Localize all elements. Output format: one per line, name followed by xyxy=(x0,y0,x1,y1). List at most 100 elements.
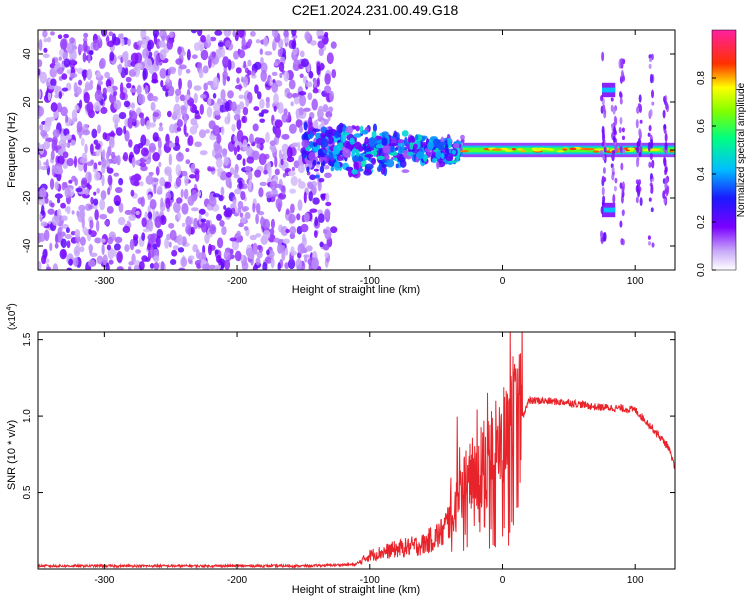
spectrogram-cell xyxy=(242,139,248,152)
spectrogram-cell xyxy=(168,241,172,248)
spectrogram-cell xyxy=(316,161,321,165)
spectrogram-cell xyxy=(618,126,622,134)
spectrogram-cell xyxy=(241,205,250,212)
spectrogram-cell xyxy=(152,151,160,162)
spectrogram-cell xyxy=(239,101,245,110)
spectrogram-cell xyxy=(299,50,305,58)
spectrogram-cell xyxy=(402,150,410,159)
spectrogram-cell xyxy=(73,156,78,168)
spectrogram-cell xyxy=(107,187,111,196)
spectrogram-cell xyxy=(175,58,183,65)
spectrogram-cell xyxy=(113,243,121,251)
spectrogram-cell xyxy=(64,234,72,240)
spectrogram-cell xyxy=(255,39,261,44)
spectrogram-cell xyxy=(51,215,60,226)
spectrogram-cell xyxy=(297,199,303,211)
spectrogram-cell xyxy=(324,172,332,179)
y-tick-label: 0.5 xyxy=(22,485,33,499)
spectrogram-cell xyxy=(180,50,187,56)
spectrogram-cell xyxy=(198,208,206,215)
spectrogram-cell xyxy=(95,142,101,150)
spectrogram-cell xyxy=(298,107,304,116)
spectrogram-cell xyxy=(118,202,124,213)
spectrogram-cell xyxy=(169,123,176,134)
spectrogram-cell xyxy=(340,132,350,136)
spectrogram-cell xyxy=(251,150,260,161)
spectrogram-cell xyxy=(158,40,166,48)
spectrogram-cell xyxy=(244,212,251,220)
spectrogram-cell xyxy=(88,184,92,190)
spectrogram-cell xyxy=(445,155,454,162)
spectrogram-cell xyxy=(38,68,41,76)
spectrogram-cell xyxy=(50,78,57,87)
spectrogram-cell xyxy=(225,171,232,178)
spectrogram-cell xyxy=(303,212,310,223)
spectrogram-cell xyxy=(83,32,89,38)
spectrogram-cell xyxy=(650,138,654,149)
spectrogram-cell xyxy=(160,79,164,88)
spectrogram-cell xyxy=(200,49,209,61)
spectrogram-cell xyxy=(648,197,652,202)
spectrogram-cell xyxy=(305,81,313,88)
spectrogram-cell xyxy=(221,148,228,158)
spectrogram-cell xyxy=(520,150,526,153)
x-tick-label: -100 xyxy=(360,575,380,586)
spectrogram-cell xyxy=(594,148,606,151)
spectrogram-cell xyxy=(213,110,221,116)
spectrogram-cell xyxy=(620,237,624,246)
spectrogram-cell xyxy=(612,135,616,143)
spectrogram-cell xyxy=(82,40,88,53)
spectrogram-cell xyxy=(43,141,51,150)
spectrogram-cell xyxy=(82,70,87,81)
spectrogram-cell xyxy=(107,247,115,260)
spectrogram-cell xyxy=(216,133,222,144)
spectrogram-cell xyxy=(635,184,639,193)
colorbar-label: Normalized spectral amplitude xyxy=(736,82,747,217)
spectrogram-cell xyxy=(116,250,123,263)
spectrogram-cell xyxy=(407,136,416,144)
spectrogram-cell xyxy=(274,168,280,176)
spectrogram-cell xyxy=(649,73,653,84)
spectrogram-cell xyxy=(663,129,667,135)
spectrogram-cell xyxy=(257,91,262,100)
spectrogram-cell xyxy=(198,68,204,79)
spectrogram-cell xyxy=(57,34,63,40)
spectrogram-cell xyxy=(184,132,189,137)
spectrogram-cell xyxy=(174,214,179,221)
spectrogram-cell xyxy=(314,216,319,227)
spectrogram-cell xyxy=(328,106,334,113)
spectrogram-cell xyxy=(97,161,102,166)
spectrogram-cell xyxy=(602,232,606,242)
spectrogram-cell xyxy=(113,172,120,177)
spectrogram-cell xyxy=(238,222,245,228)
colorbar-tick-label: 0.4 xyxy=(696,167,707,181)
spectrogram-cell xyxy=(329,90,335,102)
spectrogram-cell xyxy=(233,50,240,60)
spectrogram-cell xyxy=(224,101,230,112)
spectrogram-cell xyxy=(231,123,236,132)
spectrogram-cell xyxy=(58,56,62,61)
spectrogram-cell xyxy=(200,218,207,223)
spectrogram-cell xyxy=(233,113,241,121)
spectrogram-cell xyxy=(308,190,313,202)
spectrogram-x-ticks: -300 -200 -100 0 100 xyxy=(94,30,644,287)
spectrogram-cell xyxy=(312,88,319,94)
spectrogram-cell xyxy=(662,109,666,119)
spectrogram-cell xyxy=(330,41,337,49)
spectrogram-cell xyxy=(319,152,326,158)
spectrogram-cell xyxy=(399,159,407,168)
spectrogram-cell xyxy=(307,92,313,101)
spectrogram-cell xyxy=(599,149,603,155)
spectrogram-cell xyxy=(190,163,196,173)
snr-y-ticks: 0.5 1.0 1.5 xyxy=(22,332,675,500)
spectrogram-cell xyxy=(336,155,344,162)
spectrogram-cell xyxy=(614,177,618,184)
spectrogram-cell xyxy=(93,198,99,206)
spectrogram-cell xyxy=(647,235,651,240)
spectrogram-cell xyxy=(45,158,49,170)
spectrogram-cell xyxy=(312,128,321,132)
spectrogram-cell xyxy=(150,96,158,102)
spectrogram-cell xyxy=(611,173,615,181)
spectrogram-cell xyxy=(273,93,279,105)
spectrogram-cell xyxy=(212,193,221,198)
